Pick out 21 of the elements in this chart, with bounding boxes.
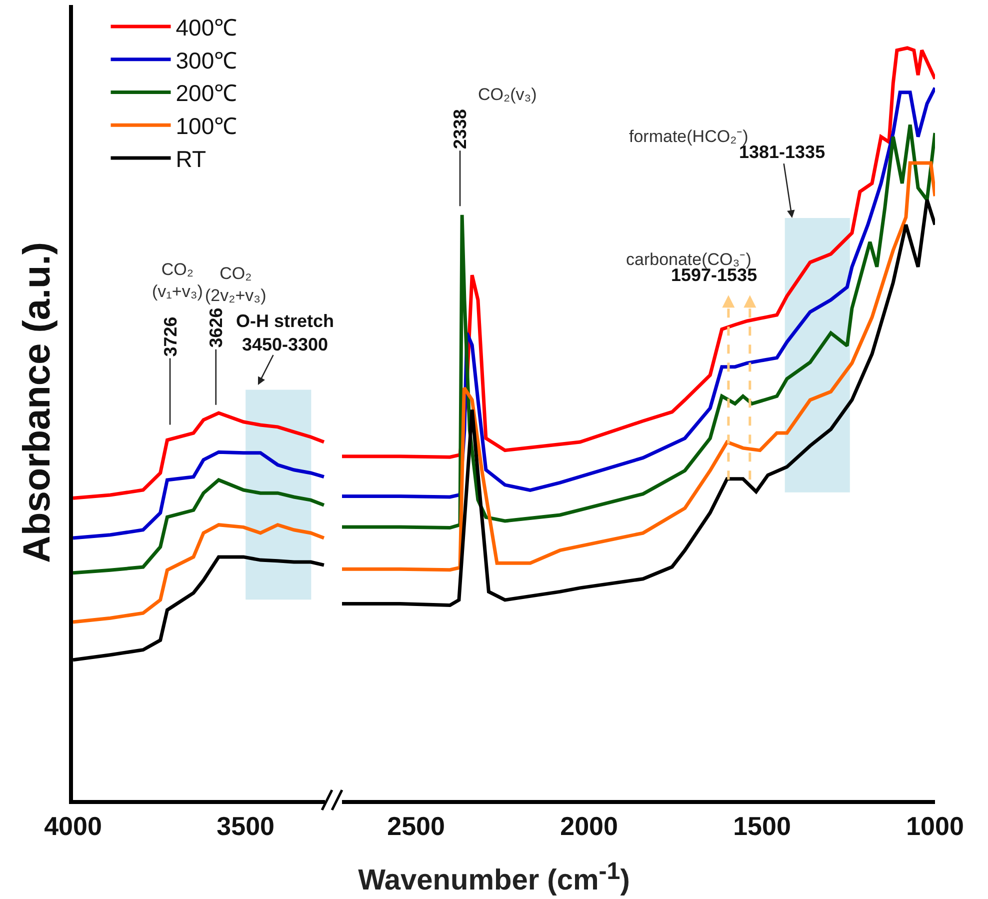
x-tick-label: 1500 (733, 811, 791, 842)
annotation: carbonate(CO₃⁻) (626, 250, 752, 269)
text: O-H stretch 3450-3300 (236, 311, 334, 354)
x-tick-label: 4000 (44, 811, 102, 842)
text: CO₂ (2v₂+v₃) (205, 264, 266, 306)
legend-label: 400℃ (176, 14, 238, 40)
text: 3626 (206, 308, 226, 348)
x-tick-label: 2000 (560, 811, 618, 842)
annotation: CO₂(v₃) (478, 85, 537, 104)
x-tick-label: 1000 (906, 811, 964, 842)
annotation: 2338 (450, 109, 470, 150)
text: 3726 (160, 316, 180, 357)
legend-label: 200℃ (176, 80, 238, 106)
text: CO₂ (v₁+v₃) (152, 260, 203, 302)
y-axis-title: Absorbance (a.u.) (16, 242, 59, 563)
x-axis-title: Wavenumber (cm$^{-1}$) (357, 858, 631, 898)
x-tick-label: 3500 (216, 811, 275, 842)
x-tick-label: 2500 (387, 811, 445, 842)
legend-label: 100℃ (176, 113, 238, 140)
legend-label: 300℃ (176, 47, 238, 74)
legend-label: RT (176, 146, 206, 172)
